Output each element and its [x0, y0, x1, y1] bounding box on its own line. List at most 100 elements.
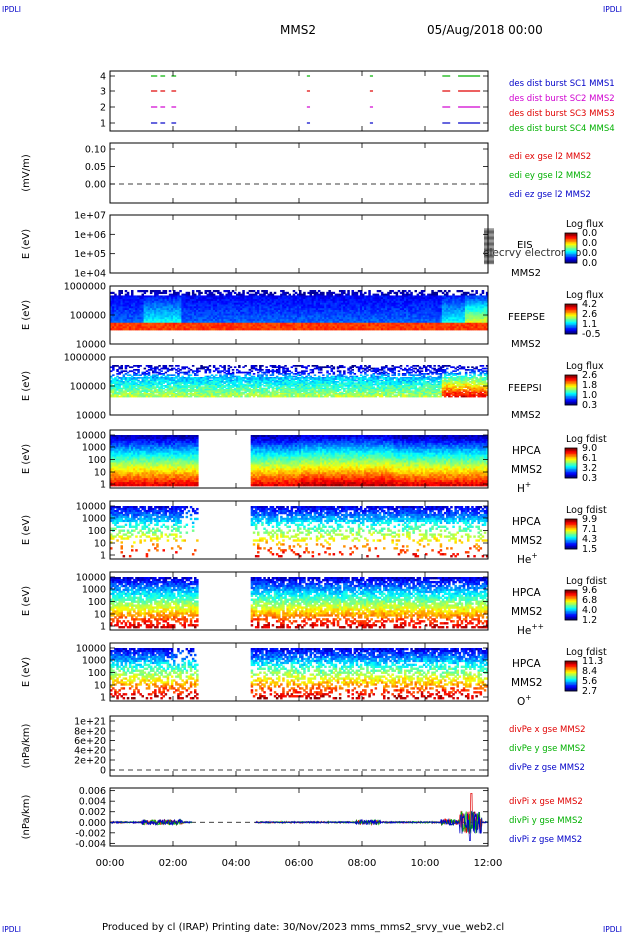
spectrogram-cell — [469, 319, 472, 322]
spectrogram-cell — [263, 295, 266, 298]
spectrogram-cell — [164, 300, 168, 304]
spectrogram-cell — [219, 390, 222, 393]
spectrogram-cell — [437, 319, 441, 322]
spectrogram-cell — [154, 311, 157, 315]
spectrogram-cell — [351, 310, 354, 313]
spectrogram-cell — [254, 304, 258, 307]
spectrogram-cell — [227, 381, 231, 383]
spectrogram-cell — [120, 377, 123, 379]
spectrogram-cell — [194, 304, 197, 307]
spectrogram-cell — [204, 291, 207, 295]
spectrogram-cell — [475, 291, 478, 295]
spectrogram-cell — [194, 378, 197, 381]
spectrogram-cell — [437, 299, 441, 302]
spectrogram-cell — [131, 391, 134, 394]
spectrogram-cell — [156, 374, 159, 377]
spectrogram-cell — [202, 377, 205, 379]
spectrogram-cell — [374, 302, 378, 305]
spectrogram-cell — [112, 393, 115, 395]
spectrogram-cell — [320, 304, 323, 307]
spectrogram-cell — [152, 317, 155, 320]
spectrogram-cell — [376, 326, 380, 329]
spectrogram-cell — [370, 295, 373, 298]
spectrogram-cell — [168, 379, 172, 382]
spectrogram-cell — [267, 320, 270, 324]
spectrogram-cell — [118, 324, 121, 327]
spectrogram-cell — [179, 304, 182, 307]
spectrogram-cell — [236, 295, 239, 298]
legend-entry: des dist burst SC1 MMS1 — [509, 79, 615, 89]
spectrogram-cell — [372, 320, 375, 324]
spectrogram-cell — [185, 291, 189, 295]
spectrogram-cell — [223, 297, 226, 300]
spectrogram-cell — [120, 313, 123, 316]
spectrogram-cell — [425, 317, 428, 320]
spectrogram-cell — [236, 310, 239, 313]
spectrogram-cell — [328, 324, 331, 327]
spectrogram-cell — [332, 297, 336, 300]
colorbar-swatch — [565, 237, 577, 240]
spectrogram-cell — [187, 371, 191, 374]
spectrogram-cell — [380, 319, 384, 322]
spectrogram-cell — [320, 313, 323, 316]
spectrogram-cell — [191, 306, 195, 309]
spectrogram-cell — [324, 310, 327, 313]
spectrogram-cell — [242, 311, 245, 315]
spectrogram-cell — [185, 322, 189, 325]
spectrogram-cell — [355, 313, 359, 316]
spectrogram-cell — [374, 328, 378, 331]
spectrogram-cell — [326, 302, 329, 305]
spectrogram-cell — [328, 293, 331, 296]
spectrogram-cell — [343, 290, 346, 293]
spectrogram-cell — [467, 311, 470, 315]
spectrogram-cell — [286, 297, 289, 300]
spectrogram-cell — [198, 387, 201, 390]
spectrogram-cell — [437, 306, 441, 309]
spectrogram-cell — [162, 373, 165, 375]
spectrogram-cell — [446, 315, 449, 318]
spectrogram-cell — [175, 295, 178, 298]
spectrogram-cell — [175, 315, 178, 318]
spectrogram-cell — [141, 378, 144, 381]
spectrogram-cell — [313, 293, 317, 296]
spectrogram-cell — [164, 313, 168, 316]
spectrogram-cell — [250, 311, 254, 315]
spectrogram-cell — [322, 300, 325, 304]
spectrogram-cell — [225, 299, 228, 302]
spectrogram-cell — [246, 297, 249, 300]
spectrogram-cell — [196, 367, 199, 370]
spectrogram-cell — [128, 308, 132, 311]
spectrogram-cell — [263, 324, 266, 327]
spectrogram-cell — [351, 306, 354, 309]
spectrogram-cell — [242, 290, 245, 293]
spectrogram-cell — [242, 293, 245, 296]
spectrogram-cell — [194, 302, 197, 305]
spectrogram-cell — [212, 320, 216, 324]
spectrogram-cell — [147, 319, 151, 322]
spectrogram-cell — [164, 391, 168, 394]
spectrogram-cell — [454, 308, 457, 311]
spectrogram-cell — [364, 297, 367, 300]
spectrogram-cell — [462, 317, 466, 320]
spectrogram-cell — [299, 291, 302, 295]
spectrogram-cell — [376, 299, 380, 302]
spectrogram-cell — [294, 315, 298, 318]
spectrogram-cell — [370, 317, 373, 320]
spectrogram-cell — [391, 328, 394, 331]
spectrogram-cell — [145, 375, 149, 378]
spectrogram-cell — [221, 315, 224, 318]
spectrogram-cell — [210, 374, 214, 377]
spectrogram-cell — [410, 299, 413, 302]
spectrogram-cell — [135, 365, 138, 367]
spectrogram-cell — [429, 308, 432, 311]
spectrogram-cell — [273, 322, 277, 325]
spectrogram-cell — [114, 389, 117, 391]
spectrogram-cell — [420, 310, 424, 313]
spectrogram-cell — [414, 306, 417, 309]
spectrogram-cell — [282, 300, 285, 304]
spectrogram-cell — [143, 383, 147, 386]
spectrogram-cell — [179, 306, 182, 309]
spectrogram-cell — [179, 299, 182, 302]
spectrogram-cell — [252, 302, 256, 305]
spectrogram-cell — [326, 319, 329, 322]
